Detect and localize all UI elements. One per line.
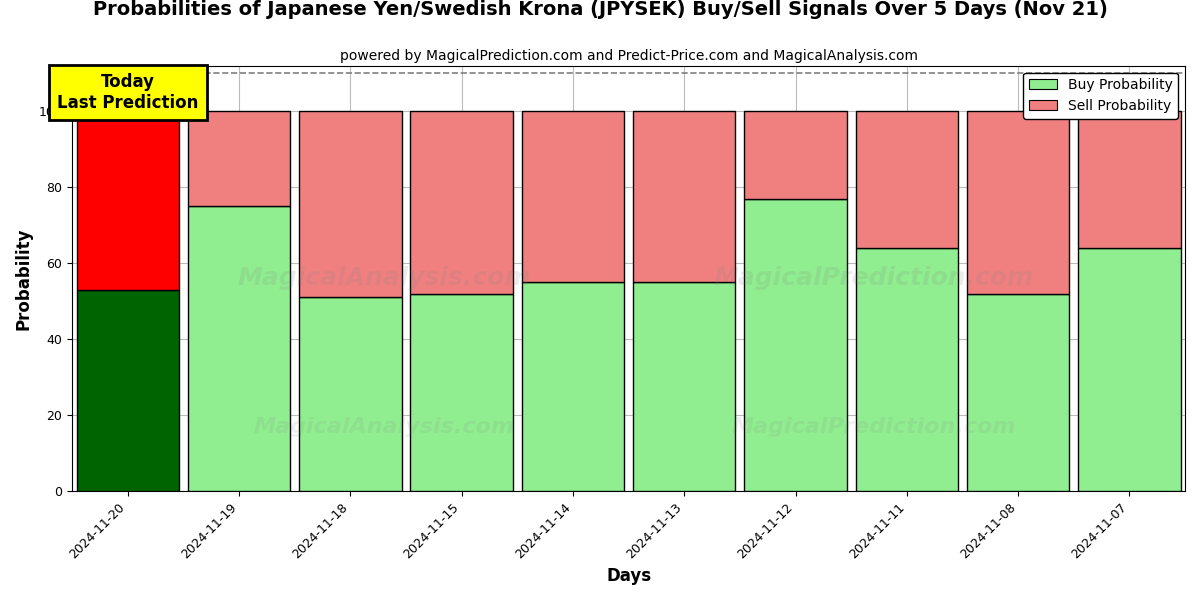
Bar xyxy=(77,290,179,491)
Text: MagicalAnalysis.com: MagicalAnalysis.com xyxy=(253,418,515,437)
Text: MagicalAnalysis.com: MagicalAnalysis.com xyxy=(238,266,530,290)
Bar xyxy=(188,111,290,206)
Bar xyxy=(634,111,736,282)
Text: MagicalPrediction.com: MagicalPrediction.com xyxy=(731,418,1015,437)
Bar xyxy=(967,293,1069,491)
Legend: Buy Probability, Sell Probability: Buy Probability, Sell Probability xyxy=(1024,73,1178,119)
Bar xyxy=(410,111,512,293)
Bar xyxy=(856,248,958,491)
Bar xyxy=(77,111,179,290)
Title: powered by MagicalPrediction.com and Predict-Price.com and MagicalAnalysis.com: powered by MagicalPrediction.com and Pre… xyxy=(340,49,918,63)
Bar xyxy=(299,111,402,298)
X-axis label: Days: Days xyxy=(606,567,652,585)
Bar xyxy=(744,199,847,491)
Text: Today
Last Prediction: Today Last Prediction xyxy=(58,73,198,112)
Bar xyxy=(744,111,847,199)
Bar xyxy=(1078,111,1181,248)
Bar xyxy=(410,293,512,491)
Bar xyxy=(634,282,736,491)
Bar xyxy=(188,206,290,491)
Bar xyxy=(522,282,624,491)
Text: Probabilities of Japanese Yen/Swedish Krona (JPYSEK) Buy/Sell Signals Over 5 Day: Probabilities of Japanese Yen/Swedish Kr… xyxy=(92,0,1108,19)
Bar xyxy=(299,298,402,491)
Y-axis label: Probability: Probability xyxy=(16,227,34,330)
Bar xyxy=(856,111,958,248)
Bar xyxy=(1078,248,1181,491)
Bar xyxy=(522,111,624,282)
Text: MagicalPrediction.com: MagicalPrediction.com xyxy=(714,266,1033,290)
Bar xyxy=(967,111,1069,293)
